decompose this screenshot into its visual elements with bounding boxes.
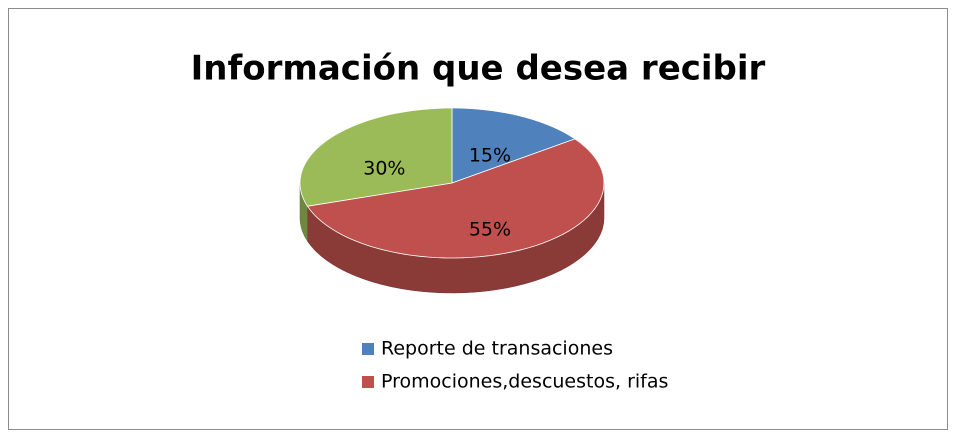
- data-label: 30%: [363, 157, 405, 179]
- chart-title: Información que desea recibir: [191, 49, 766, 89]
- data-label: 55%: [469, 218, 511, 240]
- slice: [299, 107, 453, 207]
- data-label: 15%: [469, 145, 511, 167]
- slice: [451, 107, 576, 184]
- slice: [306, 138, 605, 259]
- legend-label: Reporte de transaciones: [381, 338, 613, 360]
- legend-swatch: [362, 343, 374, 355]
- legend-swatch: [362, 376, 374, 388]
- legend-label: Promociones,descuestos, rifas: [381, 371, 668, 393]
